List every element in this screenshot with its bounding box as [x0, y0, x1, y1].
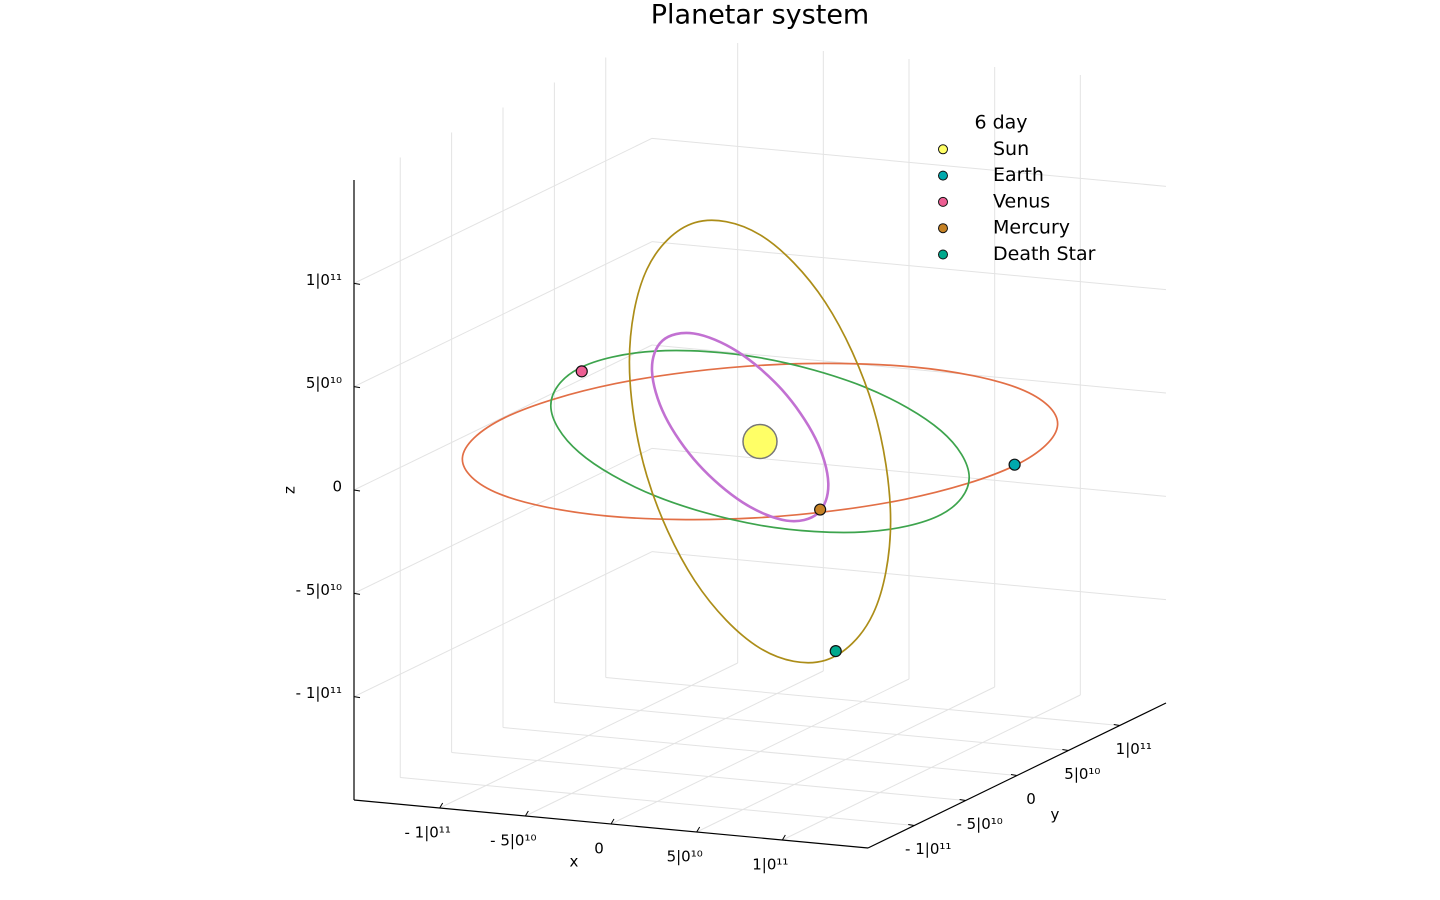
y-tick-label: 1|0¹¹	[1116, 740, 1152, 758]
z-axis-label: z	[281, 486, 299, 494]
legend-marker	[938, 144, 948, 155]
legend-label: Venus	[993, 190, 1050, 212]
body-marker	[1008, 458, 1021, 471]
z-tick-label: 1|0¹¹	[306, 271, 342, 289]
z-tick-label: 0	[332, 478, 342, 496]
x-axis-label: x	[570, 853, 579, 871]
legend-label: Death Star	[993, 243, 1096, 265]
body-marker	[829, 645, 842, 658]
tick-mark	[353, 489, 361, 492]
grid-line	[353, 344, 653, 491]
legend-label: Mercury	[993, 217, 1070, 239]
y-tick-label: - 1|0¹¹	[905, 840, 951, 858]
tick-mark	[353, 386, 361, 389]
x-tick-label: 1|0¹¹	[752, 856, 788, 874]
grid-line	[651, 551, 1167, 601]
legend-marker	[938, 249, 948, 260]
legend-label: Sun	[993, 138, 1029, 160]
z-tick-label: - 1|0¹¹	[296, 684, 342, 702]
grid-line	[353, 551, 653, 698]
grid-line	[651, 137, 1167, 187]
grid-line	[353, 137, 653, 284]
tick-mark	[353, 696, 361, 699]
legend-marker	[938, 170, 948, 181]
grid-line	[353, 447, 653, 594]
y-tick-label: - 5|0¹⁰	[956, 815, 1002, 833]
tick-mark	[1062, 749, 1069, 751]
orbit-line	[650, 331, 830, 523]
x-tick-label: 0	[594, 840, 604, 858]
tick-mark	[353, 592, 361, 595]
grid-line	[502, 727, 1018, 776]
body-marker	[575, 365, 588, 378]
tick-mark	[610, 818, 615, 825]
legend: 6 day Sun Earth Venus Mercury Death Star	[938, 112, 1096, 265]
y-tick-label: 5|0¹⁰	[1064, 765, 1100, 783]
grid-line	[651, 241, 1167, 291]
grid-line	[353, 241, 653, 388]
orbit-line	[549, 349, 971, 534]
body-marker	[814, 503, 827, 516]
legend-marker	[938, 223, 948, 234]
tick-mark	[781, 834, 786, 841]
tick-mark	[439, 802, 444, 809]
z-tick-label: - 5|0¹⁰	[296, 581, 342, 599]
grid-line	[554, 702, 1069, 751]
chart-title: Planetar system	[651, 0, 869, 31]
x-tick-label: - 1|0¹¹	[404, 824, 450, 842]
grid-line	[400, 777, 915, 826]
body-marker	[742, 423, 778, 460]
y-axis-label: y	[1051, 806, 1060, 824]
y-tick-label: 0	[1026, 790, 1036, 808]
tick-mark	[1010, 774, 1018, 776]
grid-line	[605, 677, 1120, 726]
tick-mark	[353, 282, 361, 285]
tick-mark	[908, 824, 915, 826]
grid-line	[651, 447, 1167, 497]
x-tick-label: - 5|0¹⁰	[490, 832, 536, 850]
legend-marker	[938, 196, 948, 207]
tick-mark	[959, 799, 966, 801]
orbit-line	[628, 219, 892, 664]
x-tick-label: 5|0¹⁰	[667, 848, 703, 866]
z-tick-label: 5|0¹⁰	[306, 374, 342, 392]
tick-mark	[1113, 724, 1120, 726]
legend-title: 6 day	[974, 112, 1027, 134]
tick-mark	[696, 826, 701, 833]
legend-label: Earth	[993, 164, 1044, 186]
tick-mark	[524, 810, 529, 817]
grid-line	[451, 752, 966, 801]
